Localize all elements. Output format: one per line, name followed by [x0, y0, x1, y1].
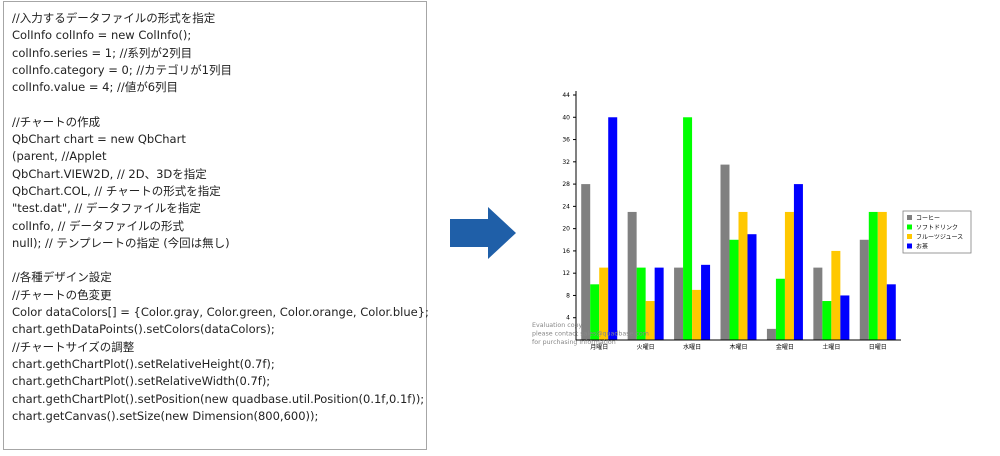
code-line: QbChart.COL, // チャートの形式を指定 — [12, 183, 221, 198]
bar-1-1 — [636, 267, 646, 340]
legend-swatch — [907, 243, 912, 249]
bar-chart: 4 8 12 16 20 24 28 32 36 40 44 月曜日 火曜日 水曜日 木曜日 金曜日 土曜日 日… — [532, 91, 972, 351]
y-tick-label: 28 — [562, 181, 570, 188]
y-tick-label: 8 — [566, 292, 570, 299]
bar-5-1 — [822, 301, 832, 340]
watermark-line: for purchasing information — [532, 339, 616, 346]
category-label: 金曜日 — [776, 343, 794, 351]
category-label: 日曜日 — [869, 344, 887, 351]
legend-label: コーヒー — [916, 215, 940, 222]
code-line: ColInfo colInfo = new ColInfo(); — [12, 28, 192, 43]
legend-box — [902, 210, 972, 254]
code-line: chart.gethChartPlot().setRelativeWidth(0… — [12, 374, 271, 389]
bar-5-3 — [840, 295, 850, 340]
bar-6-3 — [886, 284, 896, 340]
y-tick-label: 44 — [562, 92, 570, 99]
y-tick-label: 24 — [562, 203, 570, 210]
code-lines: //入力するデータファイルの形式を指定 ColInfo colInfo = new… — [12, 10, 429, 425]
code-panel: //入力するデータファイルの形式を指定 ColInfo colInfo = new… — [3, 1, 429, 450]
code-line: //チャートの作成 — [12, 114, 101, 129]
legend-label: フルーツジュース — [916, 234, 963, 241]
category-label: 月曜日 — [590, 344, 608, 351]
code-line: chart.gethChartPlot().setPosition(new qu… — [12, 391, 425, 406]
bar-2-0 — [674, 267, 684, 340]
y-tick-label: 32 — [562, 159, 570, 166]
code-line: (parent, //Applet — [12, 149, 107, 164]
code-line: "test.dat", // データファイルを指定 — [12, 201, 201, 216]
code-line: //入力するデータファイルの形式を指定 — [12, 11, 216, 25]
watermark-line: please contact sales@quadbase.com — [532, 330, 649, 338]
bar-4-0 — [766, 328, 776, 340]
category-label: 水曜日 — [683, 343, 701, 351]
bar-0-2 — [599, 267, 609, 340]
y-tick-label: 20 — [562, 226, 570, 233]
right-arrow-shape — [450, 207, 516, 259]
legend-swatch — [907, 215, 912, 220]
watermark-line: Evaluation copy — [532, 322, 583, 329]
code-line: chart.gethChartPlot().setRelativeHeight(… — [12, 356, 275, 371]
category-label: 土曜日 — [822, 343, 840, 351]
bar-4-1 — [775, 278, 785, 340]
right-arrow-icon — [450, 207, 516, 259]
bar-1-3 — [654, 267, 664, 340]
code-line: //チャートの色変更 — [12, 287, 112, 302]
code-line: colInfo.category = 0; //カテゴリが1列目 — [12, 62, 232, 77]
code-line: colInfo, // データファイルの形式 — [12, 218, 185, 233]
axis-layer — [575, 91, 901, 341]
bar-6-0 — [859, 239, 869, 340]
bar-4-3 — [793, 184, 803, 340]
code-line: colInfo.series = 1; //系列が2列目 — [12, 45, 193, 60]
code-line: //各種デザイン設定 — [12, 270, 112, 285]
code-line — [12, 96, 429, 113]
code-line: chart.getCanvas().setSize(new Dimension(… — [12, 408, 319, 423]
bar-6-1 — [868, 211, 878, 340]
code-line: //チャートサイズの調整 — [12, 339, 135, 354]
bar-2-3 — [701, 264, 711, 340]
bar-2-2 — [692, 289, 702, 340]
legend-swatch — [907, 224, 912, 230]
bar-0-3 — [608, 117, 618, 340]
legend-label: ソフトドリンク — [916, 225, 958, 232]
y-tick-label: 16 — [562, 248, 570, 255]
bar-1-0 — [627, 211, 637, 340]
y-tick-label: 40 — [562, 114, 570, 121]
bar-5-2 — [831, 250, 841, 340]
bar-0-1 — [590, 284, 600, 340]
legend-label: お茶 — [916, 243, 928, 251]
y-tick-label: 36 — [562, 137, 570, 144]
code-line: QbChart.VIEW2D, // 2D、3Dを指定 — [12, 166, 207, 181]
code-line: QbChart chart = new QbChart — [12, 132, 186, 147]
code-line: Color dataColors[] = {Color.gray, Color.… — [12, 305, 429, 320]
bars-layer — [581, 117, 896, 340]
code-line: chart.gethDataPoints().setColors(dataCol… — [12, 322, 275, 337]
bar-3-1 — [729, 239, 739, 340]
bar-3-2 — [738, 211, 748, 340]
bar-6-2 — [877, 211, 887, 340]
code-line: null); // テンプレートの指定 (今回は無し) — [12, 235, 230, 250]
y-tick-labels: 4 8 12 16 20 24 28 32 36 40 44 — [562, 92, 576, 322]
bar-0-0 — [581, 184, 591, 340]
bar-3-3 — [747, 234, 757, 340]
bar-5-0 — [813, 267, 823, 340]
bar-2-1 — [683, 117, 693, 340]
category-label: 火曜日 — [637, 344, 655, 351]
y-tick-label: 4 — [566, 315, 570, 322]
bar-1-2 — [645, 301, 655, 340]
y-tick-label: 12 — [562, 270, 570, 277]
code-line: colInfo.value = 4; //値が6列目 — [12, 80, 179, 95]
bar-4-2 — [784, 211, 794, 340]
legend-swatch — [907, 234, 912, 239]
code-line — [12, 252, 429, 269]
category-labels: 月曜日 火曜日 水曜日 木曜日 金曜日 土曜日 日曜日 — [590, 343, 887, 351]
category-label: 木曜日 — [729, 343, 747, 351]
bar-3-0 — [720, 164, 730, 340]
